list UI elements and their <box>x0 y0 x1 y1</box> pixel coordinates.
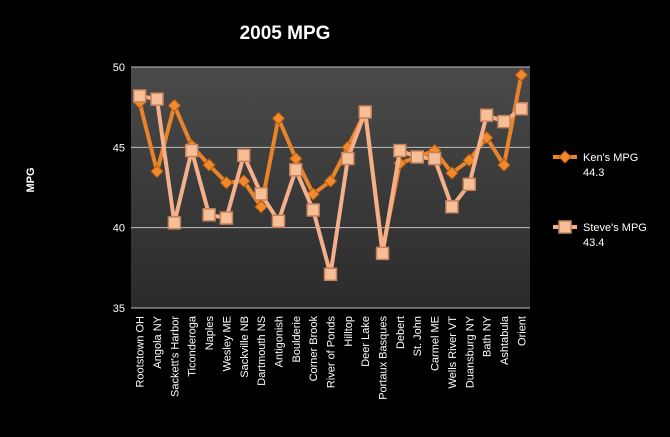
data-point <box>167 98 182 113</box>
x-tick-label: Debert <box>395 316 407 349</box>
x-tick-label: Sackett's Harbor <box>169 316 181 397</box>
x-tick-label: Bath NY <box>482 315 494 357</box>
data-point <box>445 166 459 180</box>
data-point <box>202 158 216 172</box>
y-tick-label: 50 <box>113 62 125 74</box>
y-tick-label: 35 <box>113 303 125 315</box>
x-tick-label: Duansburg NY <box>464 315 476 388</box>
data-point <box>497 114 511 129</box>
data-point <box>323 174 338 188</box>
data-point <box>375 246 390 261</box>
x-tick-label: Wesley ME <box>221 316 233 371</box>
legend-value: 44.3 <box>583 167 604 179</box>
y-tick-label: 40 <box>113 223 125 235</box>
x-tick-label: Ashtabula <box>499 315 511 365</box>
data-point <box>132 89 147 103</box>
data-point <box>306 203 320 217</box>
data-point <box>254 200 268 214</box>
data-point <box>237 148 251 163</box>
data-point <box>358 105 372 119</box>
data-point <box>514 102 529 116</box>
data-point <box>341 151 355 166</box>
data-point <box>271 111 286 126</box>
x-tick-label: Ticonderoga <box>187 315 199 377</box>
data-point <box>323 267 338 282</box>
legend: Ken's MPG 44.3 Steve's MPG 43.4 <box>553 150 647 249</box>
data-point <box>271 214 286 228</box>
data-point <box>150 92 164 106</box>
x-tick-label: Portaux Basques <box>378 316 390 400</box>
series-2 <box>132 89 529 282</box>
x-tick-label: Dartmouth NS <box>256 316 268 386</box>
data-point <box>219 175 234 190</box>
legend-marker <box>558 150 572 164</box>
y-axis-ticks: 35 40 45 50 <box>113 62 125 315</box>
x-tick-label: River of Ponds <box>326 316 338 389</box>
legend-label: Steve's MPG <box>583 222 647 234</box>
data-point <box>462 153 476 167</box>
legend-item: Ken's MPG 44.3 <box>553 150 638 179</box>
data-point <box>184 143 199 158</box>
x-tick-label: Antigonish <box>273 316 285 367</box>
x-tick-label: Corner Brook <box>308 316 320 382</box>
data-point <box>237 174 251 188</box>
x-tick-label: Wells River VT <box>447 316 459 389</box>
x-tick-label: Angola NY <box>152 315 164 368</box>
data-point <box>306 187 320 201</box>
legend-item: Steve's MPG 43.4 <box>553 220 647 249</box>
x-axis-ticks: Rootstown OH Angola NY Sackett's Harbor Tic… <box>135 315 529 400</box>
data-point <box>202 208 216 222</box>
data-point <box>254 187 268 201</box>
data-point <box>462 177 477 192</box>
legend-marker <box>558 220 572 234</box>
y-tick-label: 45 <box>113 142 125 154</box>
x-tick-label: Carmel ME <box>430 316 442 371</box>
data-point <box>479 108 494 122</box>
data-point <box>427 151 442 166</box>
data-point <box>497 158 511 172</box>
data-point <box>393 143 407 158</box>
y-axis-label: MPG <box>25 167 37 192</box>
x-tick-label: Hilltop <box>343 316 355 347</box>
data-point <box>219 211 234 225</box>
data-point <box>410 150 424 164</box>
x-tick-label: Sackville NB <box>239 316 251 378</box>
x-tick-label: Orient <box>516 316 528 346</box>
x-tick-label: Naples <box>204 316 216 351</box>
chart-title: 2005 MPG <box>240 23 331 44</box>
data-point <box>514 68 529 82</box>
x-tick-label: Rootstown OH <box>135 316 147 388</box>
data-point <box>167 216 182 230</box>
legend-label: Ken's MPG <box>583 152 638 164</box>
x-tick-label: Deer Lake <box>360 316 372 367</box>
x-tick-label: Boulderie <box>291 316 303 362</box>
data-point <box>445 200 459 214</box>
series-group <box>132 68 529 282</box>
legend-value: 43.4 <box>583 237 604 249</box>
data-point <box>289 163 303 177</box>
x-tick-label: St. John <box>412 316 424 356</box>
data-point <box>150 164 164 179</box>
